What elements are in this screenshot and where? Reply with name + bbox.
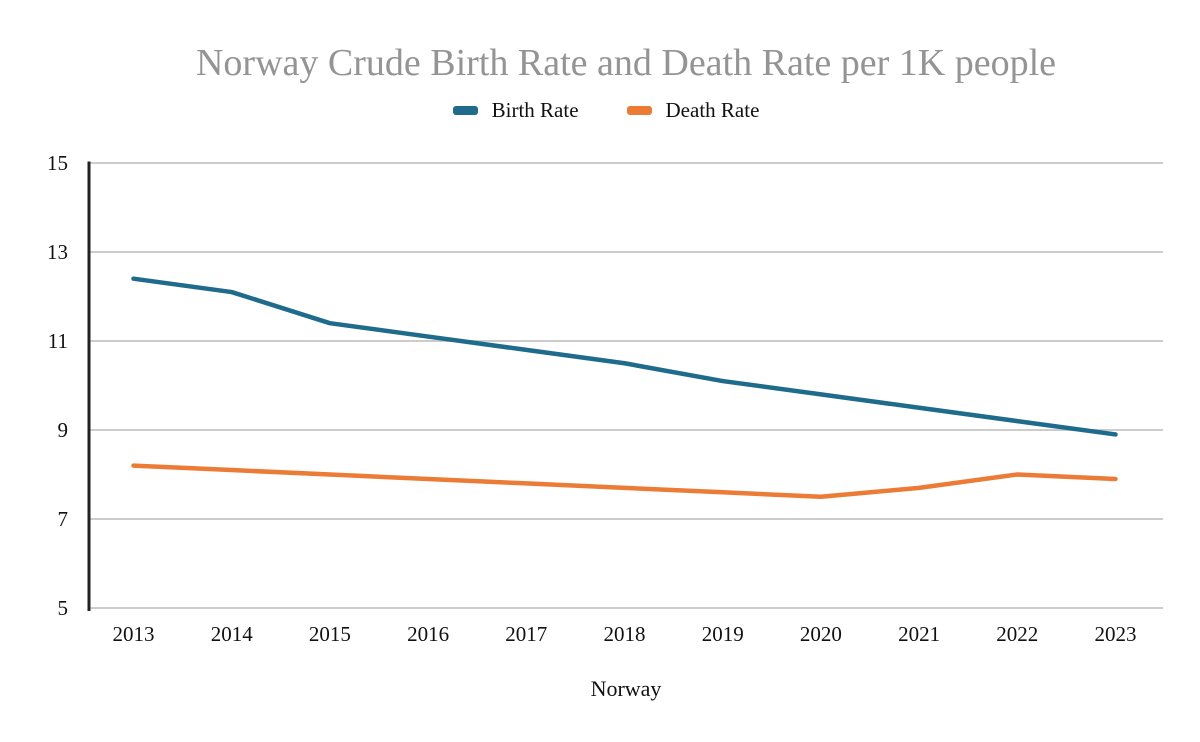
- x-tick-label: 2021: [898, 622, 940, 646]
- x-tick-label: 2013: [113, 622, 155, 646]
- legend-item-birth-rate: Birth Rate: [452, 97, 579, 123]
- x-tick-label: 2016: [407, 622, 449, 646]
- legend-item-death-rate: Death Rate: [626, 97, 760, 123]
- death-rate-line: [131, 463, 1118, 499]
- legend-label-birth-rate: Birth Rate: [491, 97, 579, 122]
- y-tick-label: 5: [58, 596, 69, 620]
- y-tick-label: 7: [58, 507, 69, 531]
- chart-title: Norway Crude Birth Rate and Death Rate p…: [195, 42, 1056, 84]
- x-tick-label: 2020: [800, 622, 842, 646]
- legend-swatch-death-rate: [626, 105, 652, 115]
- y-tick-label: 15: [47, 151, 68, 175]
- x-tick-label: 2015: [309, 622, 351, 646]
- y-tick-label: 13: [47, 240, 68, 264]
- legend-swatch-birth-rate: [452, 105, 478, 115]
- x-tick-label: 2022: [996, 622, 1038, 646]
- x-tick-label: 2023: [1095, 622, 1137, 646]
- x-axis-title: Norway: [590, 676, 662, 701]
- legend-label-death-rate: Death Rate: [665, 97, 760, 122]
- chart-legend: Birth Rate Death Rate: [26, 98, 1186, 122]
- birth-rate-line: [131, 276, 1118, 437]
- y-tick-label: 11: [48, 329, 68, 353]
- x-tick-label: 2019: [702, 622, 744, 646]
- x-tick-label: 2017: [505, 622, 547, 646]
- x-tick-label: 2014: [211, 622, 254, 646]
- y-tick-label: 9: [58, 418, 69, 442]
- x-tick-label: 2018: [604, 622, 646, 646]
